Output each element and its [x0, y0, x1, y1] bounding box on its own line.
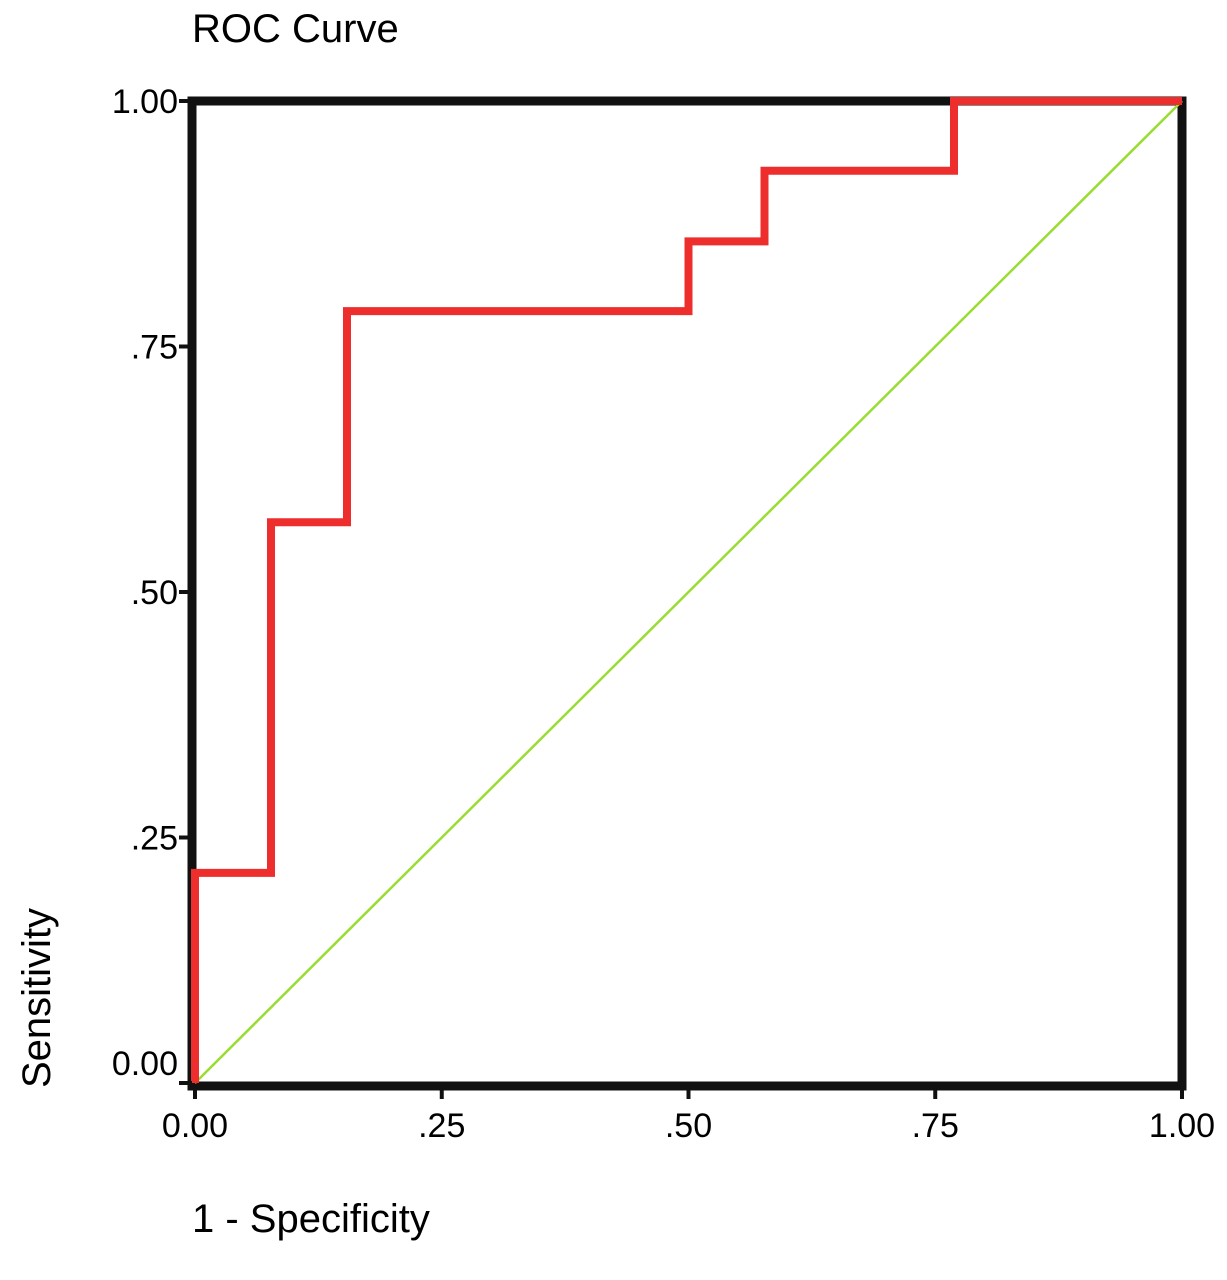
roc-curve-line: [191, 97, 1182, 1083]
y-tick-label: .50: [131, 574, 178, 612]
chart-title: ROC Curve: [192, 7, 399, 51]
y-tick-label: 1.00: [112, 83, 178, 121]
y-tick-label: .25: [131, 820, 178, 858]
x-axis-ticks: 0.00 .25 .50 .75 1.00: [162, 1086, 1215, 1145]
reference-diagonal-line: [194, 100, 1183, 1084]
x-tick-label: .25: [418, 1107, 465, 1145]
y-axis-label: Sensitivity: [15, 908, 59, 1088]
x-tick-label: .50: [665, 1107, 712, 1145]
y-tick-label: 0.00: [112, 1045, 178, 1083]
y-axis-ticks: 0.00 .25 .50 .75 1.00: [112, 83, 192, 1085]
x-tick-label: 1.00: [1149, 1107, 1215, 1145]
x-tick-label: 0.00: [162, 1107, 228, 1145]
y-tick-label: .75: [131, 329, 178, 367]
x-tick-label: .75: [912, 1107, 959, 1145]
series-layer: [191, 97, 1183, 1084]
x-axis-label: 1 - Specificity: [192, 1197, 430, 1241]
